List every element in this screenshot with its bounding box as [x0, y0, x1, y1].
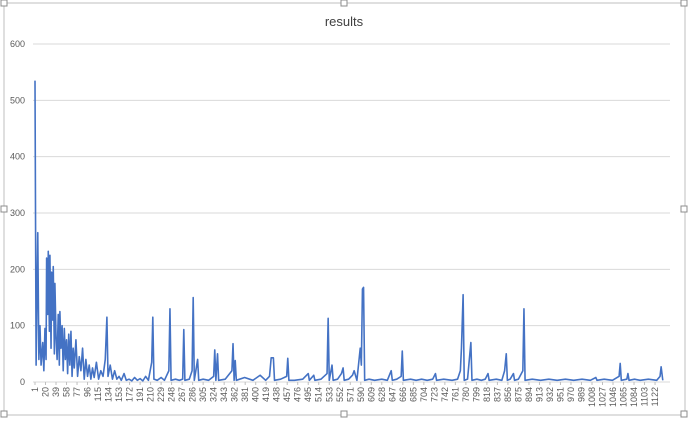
x-tick-label: 932 — [545, 387, 555, 402]
x-tick-label: 780 — [461, 387, 471, 402]
x-tick-label: 514 — [314, 387, 324, 402]
x-tick-label: 134 — [104, 387, 114, 402]
x-tick-label: 875 — [513, 387, 523, 402]
y-tick-label: 0 — [20, 377, 25, 387]
x-tick-label: 1 — [30, 387, 40, 392]
x-tick-label: 115 — [93, 387, 103, 401]
x-tick-label: 552 — [335, 387, 345, 402]
x-tick-label: 438 — [272, 387, 282, 402]
x-tick-label: 419 — [261, 387, 271, 402]
x-tick-label: 533 — [324, 387, 334, 402]
x-tick-label: 77 — [72, 387, 82, 397]
x-tick-label: 742 — [440, 387, 450, 402]
y-tick-label: 500 — [10, 95, 25, 105]
x-tick-label: 1008 — [587, 387, 597, 407]
x-tick-label: 96 — [83, 387, 93, 397]
x-tick-label: 666 — [398, 387, 408, 402]
x-tick-label: 647 — [387, 387, 397, 402]
x-tick-label: 1065 — [619, 387, 629, 407]
x-tick-label: 324 — [209, 387, 219, 402]
x-tick-label: 799 — [471, 387, 481, 402]
chart-title: results — [325, 14, 364, 29]
x-tick-label: 818 — [482, 387, 492, 402]
x-tick-label: 305 — [198, 387, 208, 402]
data-line — [34, 80, 664, 382]
x-tick-label: 590 — [356, 387, 366, 402]
x-tick-label: 210 — [146, 387, 156, 402]
x-tick-label: 856 — [503, 387, 513, 402]
x-tick-label: 400 — [251, 387, 261, 402]
x-tick-label: 1046 — [608, 387, 618, 407]
x-tick-label: 457 — [282, 387, 292, 402]
x-tick-label: 172 — [125, 387, 135, 402]
x-tick-label: 495 — [303, 387, 313, 402]
y-tick-label: 300 — [10, 208, 25, 218]
x-tick-label: 1103 — [640, 387, 650, 406]
x-tick-label: 704 — [419, 387, 429, 402]
x-tick-label: 1122 — [650, 387, 660, 406]
x-tick-label: 761 — [450, 387, 460, 402]
chart-frame — [3, 2, 686, 416]
x-tick-label: 39 — [51, 387, 61, 397]
x-tick-label: 343 — [219, 387, 229, 402]
y-tick-label: 400 — [10, 152, 25, 162]
x-tick-label: 286 — [188, 387, 198, 402]
x-tick-label: 894 — [524, 387, 534, 402]
x-tick-label: 20 — [41, 387, 51, 397]
x-tick-label: 913 — [534, 387, 544, 402]
x-tick-label: 362 — [230, 387, 240, 402]
x-tick-label: 153 — [114, 387, 124, 402]
x-tick-label: 989 — [576, 387, 586, 402]
x-tick-label: 1084 — [629, 387, 639, 407]
x-tick-label: 723 — [429, 387, 439, 402]
x-tick-label: 476 — [293, 387, 303, 402]
x-tick-label: 191 — [135, 387, 145, 402]
x-tick-label: 970 — [566, 387, 576, 402]
x-tick-label: 571 — [345, 387, 355, 402]
x-tick-label: 609 — [366, 387, 376, 402]
x-tick-label: 267 — [177, 387, 187, 402]
x-tick-label: 248 — [167, 387, 177, 402]
x-tick-label: 837 — [492, 387, 502, 402]
x-tick-label: 381 — [240, 387, 250, 402]
x-tick-label: 1027 — [597, 387, 607, 407]
x-tick-label: 951 — [555, 387, 565, 402]
y-tick-label: 200 — [10, 264, 25, 274]
x-tick-label: 685 — [408, 387, 418, 402]
x-tick-label: 58 — [62, 387, 72, 397]
x-tick-label: 628 — [377, 387, 387, 402]
x-tick-label: 229 — [156, 387, 166, 402]
y-tick-label: 100 — [10, 321, 25, 331]
y-tick-label: 600 — [10, 39, 25, 49]
